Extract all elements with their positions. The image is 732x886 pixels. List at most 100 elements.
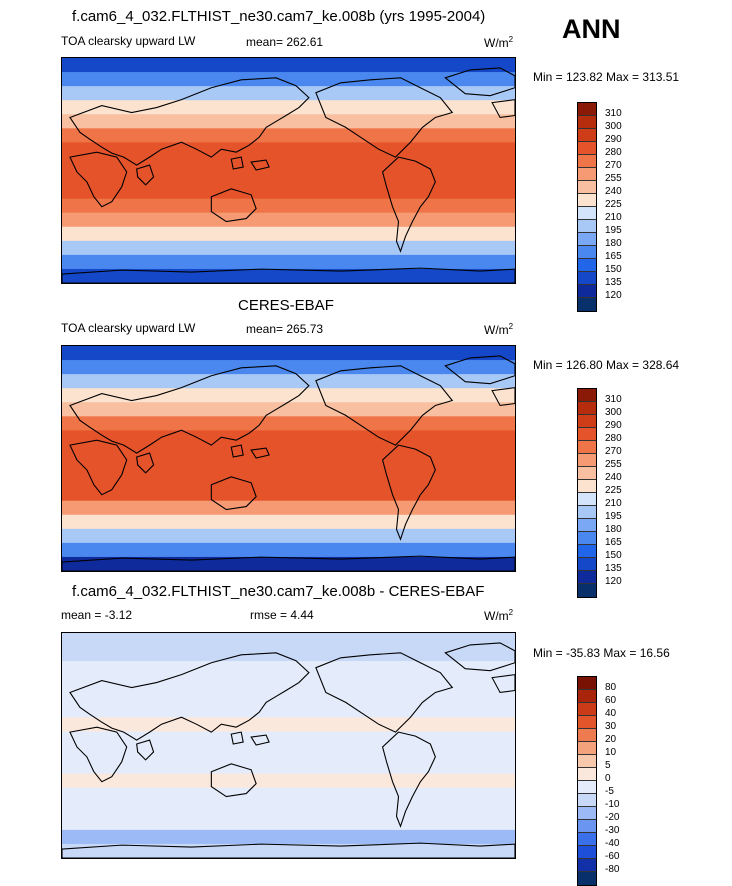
colorbar-swatch [578,781,596,794]
coastline [381,731,436,828]
colorbar-swatch [578,571,596,584]
colorbar-tick-label: 270 [605,160,622,171]
zonal-band [62,346,515,361]
coastline [230,731,244,745]
panel-1-map [61,57,516,284]
colorbar-swatch [578,415,596,428]
colorbar-tick-label: 225 [605,199,622,210]
zonal-band [62,486,515,502]
colorbar-tick-label: -80 [605,864,620,875]
panel-3-colorbar [577,676,597,886]
colorbar-tick-label: 195 [605,225,622,236]
coastline [62,842,515,858]
colorbar-swatch [578,181,596,194]
colorbar-swatch [578,703,596,716]
coastline [62,267,515,283]
colorbar-tick-label: 135 [605,563,622,574]
panel-1-title: f.cam6_4_032.FLTHIST_ne30.cam7_ke.008b (… [72,8,486,25]
colorbar-tick-label: 210 [605,498,622,509]
coastline [491,674,515,694]
zonal-band [62,268,515,283]
colorbar-swatch [578,168,596,181]
colorbar-tick-label: 60 [605,695,617,706]
zonal-band [62,360,515,375]
colorbar-swatch [578,833,596,846]
colorbar-tick-label: 5 [605,760,611,771]
colorbar-tick-label: 280 [605,147,622,158]
coastline [491,99,515,119]
zonal-band [62,72,515,87]
colorbar-swatch [578,558,596,571]
panel-2-colorbar [577,388,597,598]
zonal-band [62,170,515,186]
coastline [69,151,128,208]
colorbar-tick-label: 180 [605,238,622,249]
colorbar-tick-label: 240 [605,472,622,483]
coastline [444,355,515,385]
colorbar-swatch [578,742,596,755]
zonal-band [62,829,515,845]
colorbar-swatch [578,207,596,220]
zonal-band [62,240,515,256]
colorbar-swatch [578,441,596,454]
zonal-band [62,430,515,446]
panel-2-units: W/m2 [484,322,514,337]
colorbar-swatch [578,220,596,233]
coastline [210,763,257,798]
panel-3-mean: mean = -3.12 [61,608,133,622]
colorbar-tick-label: 165 [605,251,622,262]
colorbar-tick-label: 255 [605,459,622,470]
panel-2-mean: mean= 265.73 [246,322,324,336]
colorbar-swatch [578,506,596,519]
colorbar-swatch [578,454,596,467]
colorbar-tick-label: -30 [605,825,620,836]
panel-1-units: W/m2 [484,35,514,50]
coastline [69,652,310,741]
panel-1-mean: mean= 262.61 [246,35,324,49]
zonal-band [62,374,515,389]
coastline [69,726,128,783]
colorbar-tick-label: 80 [605,682,617,693]
colorbar-tick-label: -20 [605,812,620,823]
colorbar-tick-label: 290 [605,420,622,431]
colorbar-swatch [578,116,596,129]
colorbar-tick-label: 290 [605,134,622,145]
colorbar-swatch [578,690,596,703]
coastline [210,476,257,511]
zonal-band [62,156,515,172]
zonal-band [62,843,515,858]
zonal-band [62,647,515,662]
zonal-band [62,184,515,200]
colorbar-swatch [578,194,596,207]
colorbar-tick-label: 255 [605,173,622,184]
coastline [315,365,454,446]
zonal-band [62,703,515,718]
panel-2-minmax: Min = 126.80 Max = 328.64 [533,358,680,372]
panel-1-variable: TOA clearsky upward LW [61,34,196,48]
panel-3-rmse: rmse = 4.44 [250,608,314,622]
colorbar-tick-label: -5 [605,786,614,797]
zonal-band [62,416,515,431]
zonal-band [62,542,515,558]
panel-2-map [61,345,516,572]
zonal-band [62,388,515,403]
coastline [136,164,155,186]
zonal-band [62,759,515,775]
colorbar-swatch [578,846,596,859]
colorbar-swatch [578,129,596,142]
colorbar-swatch [578,519,596,532]
coastline [69,365,310,454]
zonal-band [62,226,515,242]
zonal-band [62,633,515,648]
panel-3-title: f.cam6_4_032.FLTHIST_ne30.cam7_ke.008b -… [72,583,485,600]
zonal-band [62,675,515,690]
colorbar-tick-label: 120 [605,576,622,587]
colorbar-tick-label: 270 [605,446,622,457]
colorbar-swatch [578,467,596,480]
colorbar-swatch [578,389,596,402]
colorbar-swatch [578,298,596,311]
season-label: ANN [562,14,621,44]
colorbar-tick-label: 195 [605,511,622,522]
colorbar-swatch [578,584,596,597]
coastline [136,452,155,474]
